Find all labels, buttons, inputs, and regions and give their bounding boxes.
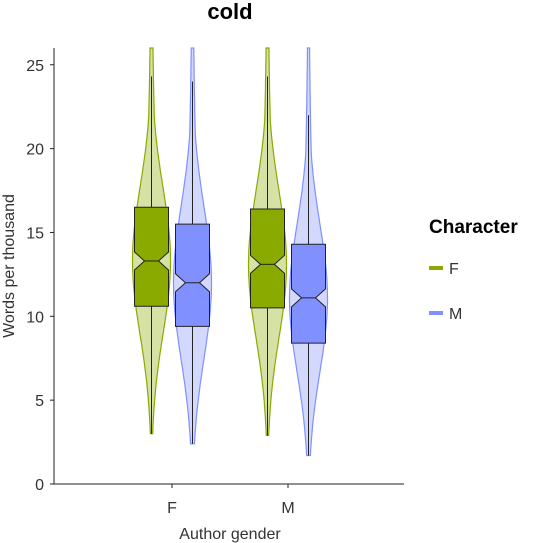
legend-title: Character [429, 217, 518, 238]
y-axis-ticks: 0 5 10 15 20 25 [26, 58, 54, 494]
box [134, 206, 169, 307]
legend-label: F [449, 261, 459, 278]
y-tick-label: 10 [26, 309, 44, 326]
y-axis-label: Words per thousand [1, 194, 18, 338]
y-tick-label: 5 [35, 393, 44, 410]
y-tick-label: 25 [26, 58, 44, 75]
y-tick-label: 0 [35, 477, 44, 494]
x-tick-label: M [281, 500, 294, 517]
box [175, 223, 210, 327]
violin-M-M [288, 47, 329, 457]
violin-F-M [247, 47, 288, 436]
box [250, 208, 285, 309]
legend-label: M [449, 306, 462, 323]
y-tick-label: 15 [26, 225, 44, 242]
x-tick-label: F [167, 500, 177, 517]
legend: Character F M [429, 217, 518, 323]
x-axis-label: Author gender [179, 526, 281, 543]
chart-title: cold [207, 0, 252, 24]
box [291, 243, 326, 344]
violin-F-F [131, 47, 172, 435]
plot-area [131, 47, 329, 457]
y-tick-label: 20 [26, 142, 44, 159]
violin-M-F [172, 47, 213, 445]
